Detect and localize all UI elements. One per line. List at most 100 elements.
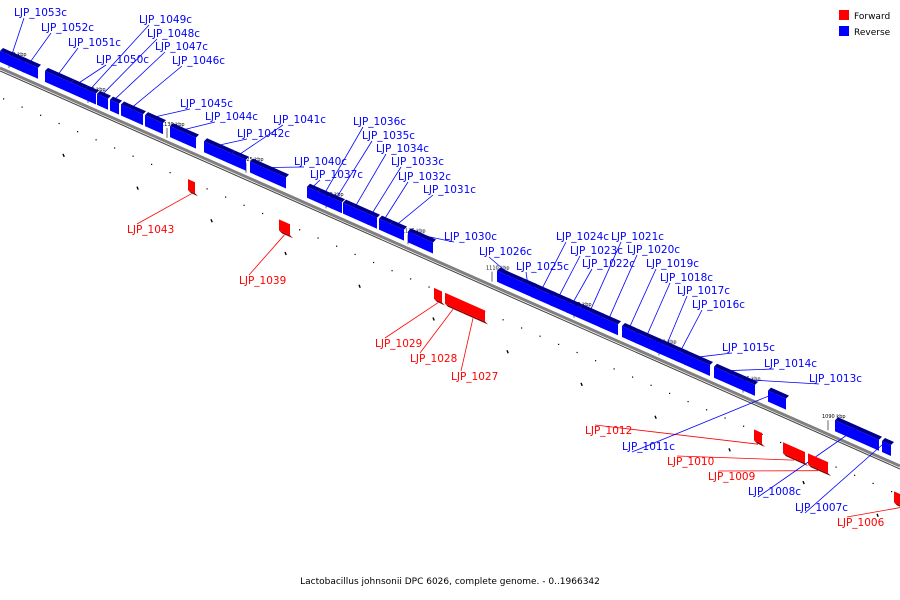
gene-label-LJP_1010[interactable]: LJP_1010 xyxy=(667,456,714,468)
gene-label-LJP_1020c[interactable]: LJP_1020c xyxy=(627,244,680,256)
gene-feature-LJP_1048c[interactable] xyxy=(97,93,108,110)
gene-feature-LJP_1020c[interactable] xyxy=(600,316,618,336)
gene-label-LJP_1029[interactable]: LJP_1029 xyxy=(375,338,422,350)
gene-features xyxy=(0,48,900,508)
gene-label-LJP_1019c[interactable]: LJP_1019c xyxy=(646,258,699,270)
gene-label-LJP_1042c[interactable]: LJP_1042c xyxy=(237,128,290,140)
gene-feature-LJP_1011c[interactable] xyxy=(768,390,786,410)
gene-feature-LJP_1030c[interactable] xyxy=(408,231,433,254)
gene-feature-LJP_1022c[interactable] xyxy=(566,301,580,319)
gene-label-LJP_1039[interactable]: LJP_1039 xyxy=(239,275,286,287)
gene-label-LJP_1036c[interactable]: LJP_1036c xyxy=(353,116,406,128)
gene-label-LJP_1013c[interactable]: LJP_1013c xyxy=(809,373,862,385)
gene-label-LJP_1027[interactable]: LJP_1027 xyxy=(451,371,498,383)
gene-feature-LJP_1052c[interactable] xyxy=(22,60,38,79)
gene-feature-LJP_1037c[interactable] xyxy=(307,186,318,203)
gene-feature-LJP_1033c[interactable] xyxy=(367,213,377,229)
gene-feature-LJP_1018c[interactable] xyxy=(636,332,658,353)
gene-feature-LJP_1015c[interactable] xyxy=(684,353,710,376)
gene-feature-LJP_1027[interactable] xyxy=(461,299,485,322)
gene-label-LJP_1053c[interactable]: LJP_1053c xyxy=(14,7,67,19)
gene-feature-LJP_1032c[interactable] xyxy=(379,218,390,235)
gene-label-LJP_1007c[interactable]: LJP_1007c xyxy=(795,502,848,514)
leader-line xyxy=(460,318,474,372)
gene-label-LJP_1012[interactable]: LJP_1012 xyxy=(585,425,632,437)
gene-feature-LJP_1028[interactable] xyxy=(445,292,461,311)
gene-label-LJP_1008c[interactable]: LJP_1008c xyxy=(748,486,801,498)
gene-feature-LJP_1045c[interactable] xyxy=(145,115,163,135)
gene-feature-LJP_1051c[interactable] xyxy=(45,70,71,94)
gene-label-LJP_1046c[interactable]: LJP_1046c xyxy=(172,55,225,67)
gene-feature-LJP_1021c[interactable] xyxy=(580,307,601,328)
gene-label-LJP_1032c[interactable]: LJP_1032c xyxy=(398,171,451,183)
gene-label-LJP_1037c[interactable]: LJP_1037c xyxy=(310,169,363,181)
gene-label-LJP_1045c[interactable]: LJP_1045c xyxy=(180,98,233,110)
gene-label-LJP_1033c[interactable]: LJP_1033c xyxy=(391,156,444,168)
gene-feature-LJP_1046c[interactable] xyxy=(121,104,143,126)
gene-feature-LJP_1053c[interactable] xyxy=(0,51,24,73)
gene-feature-LJP_1024c[interactable] xyxy=(531,285,553,307)
gene-feature-LJP_1026c[interactable] xyxy=(497,270,521,293)
gene-label-LJP_1049c[interactable]: LJP_1049c xyxy=(139,14,192,26)
gene-feature-LJP_1008c[interactable] xyxy=(835,420,879,451)
gene-label-LJP_1030c[interactable]: LJP_1030c xyxy=(444,231,497,243)
gene-feature-LJP_1025c[interactable] xyxy=(521,281,534,299)
gene-feature-LJP_1034c[interactable] xyxy=(343,202,368,225)
gene-label-LJP_1043[interactable]: LJP_1043 xyxy=(127,224,174,236)
gene-label-LJP_1026c[interactable]: LJP_1026c xyxy=(479,246,532,258)
gene-label-LJP_1011c[interactable]: LJP_1011c xyxy=(622,441,675,453)
gene-feature-LJP_1007c[interactable] xyxy=(882,441,891,457)
gene-label-LJP_1015c[interactable]: LJP_1015c xyxy=(722,342,775,354)
gene-feature-LJP_1031c[interactable] xyxy=(390,223,404,241)
gene-feature-LJP_1036c[interactable] xyxy=(318,191,332,209)
gene-feature-LJP_1047c[interactable] xyxy=(110,99,119,115)
leader-line xyxy=(371,166,402,214)
gene-label-LJP_1041c[interactable]: LJP_1041c xyxy=(273,114,326,126)
gene-feature-LJP_1040c[interactable] xyxy=(250,161,286,189)
gene-label-LJP_1051c[interactable]: LJP_1051c xyxy=(68,37,121,49)
gene-label-LJP_1035c[interactable]: LJP_1035c xyxy=(362,130,415,142)
gene-label-LJP_1024c[interactable]: LJP_1024c xyxy=(556,231,609,243)
gene-feature-LJP_1009[interactable] xyxy=(808,453,828,474)
gene-label-LJP_1040c[interactable]: LJP_1040c xyxy=(294,156,347,168)
gene-feature-LJP_1013c[interactable] xyxy=(741,378,755,396)
gene-feature-LJP_1050c[interactable] xyxy=(71,82,85,100)
gene-label-LJP_1023c[interactable]: LJP_1023c xyxy=(570,245,623,257)
gene-feature-LJP_1017c[interactable] xyxy=(656,341,678,362)
gene-feature-edge xyxy=(714,363,744,379)
gene-feature-LJP_1006[interactable] xyxy=(894,491,900,508)
gene-label-LJP_1052c[interactable]: LJP_1052c xyxy=(41,22,94,34)
gene-label-LJP_1017c[interactable]: LJP_1017c xyxy=(677,285,730,297)
gene-feature-edge xyxy=(550,291,571,303)
gene-label-LJP_1022c[interactable]: LJP_1022c xyxy=(582,258,635,270)
gene-feature-LJP_1041c[interactable] xyxy=(232,153,246,171)
gene-label-LJP_1021c[interactable]: LJP_1021c xyxy=(611,231,664,243)
gene-feature-LJP_1044c[interactable] xyxy=(170,126,196,149)
gene-label-LJP_1018c[interactable]: LJP_1018c xyxy=(660,272,713,284)
gene-feature-LJP_1039[interactable] xyxy=(279,219,290,236)
gene-label-LJP_1034c[interactable]: LJP_1034c xyxy=(376,143,429,155)
gene-label-LJP_1044c[interactable]: LJP_1044c xyxy=(205,111,258,123)
gene-feature-LJP_1029[interactable] xyxy=(434,287,442,303)
gene-feature-LJP_1019c[interactable] xyxy=(622,326,637,344)
gene-feature-LJP_1043[interactable] xyxy=(188,179,195,194)
gene-label-LJP_1009[interactable]: LJP_1009 xyxy=(708,471,755,483)
gene-label-LJP_1050c[interactable]: LJP_1050c xyxy=(96,54,149,66)
gene-feature-LJP_1042c[interactable] xyxy=(204,141,232,165)
gene-label-LJP_1016c[interactable]: LJP_1016c xyxy=(692,299,745,311)
gene-label-LJP_1031c[interactable]: LJP_1031c xyxy=(423,184,476,196)
gene-feature-LJP_1016c[interactable] xyxy=(677,350,685,365)
gene-feature-LJP_1012[interactable] xyxy=(754,429,762,444)
gene-label-LJP_1047c[interactable]: LJP_1047c xyxy=(155,41,208,53)
gene-feature-LJP_1010[interactable] xyxy=(783,442,805,463)
gene-feature-LJP_1023c[interactable] xyxy=(550,294,568,314)
gene-label-LJP_1028[interactable]: LJP_1028 xyxy=(410,353,457,365)
gene-feature-LJP_1035c[interactable] xyxy=(331,197,342,214)
gene-label-LJP_1025c[interactable]: LJP_1025c xyxy=(516,261,569,273)
gene-label-LJP_1048c[interactable]: LJP_1048c xyxy=(147,28,200,40)
gene-feature-LJP_1014c[interactable] xyxy=(714,366,741,390)
tick-dash xyxy=(136,186,139,190)
gene-label-LJP_1006[interactable]: LJP_1006 xyxy=(837,517,885,529)
gene-label-LJP_1014c[interactable]: LJP_1014c xyxy=(764,358,817,370)
gene-feature-LJP_1049c[interactable] xyxy=(85,88,96,105)
